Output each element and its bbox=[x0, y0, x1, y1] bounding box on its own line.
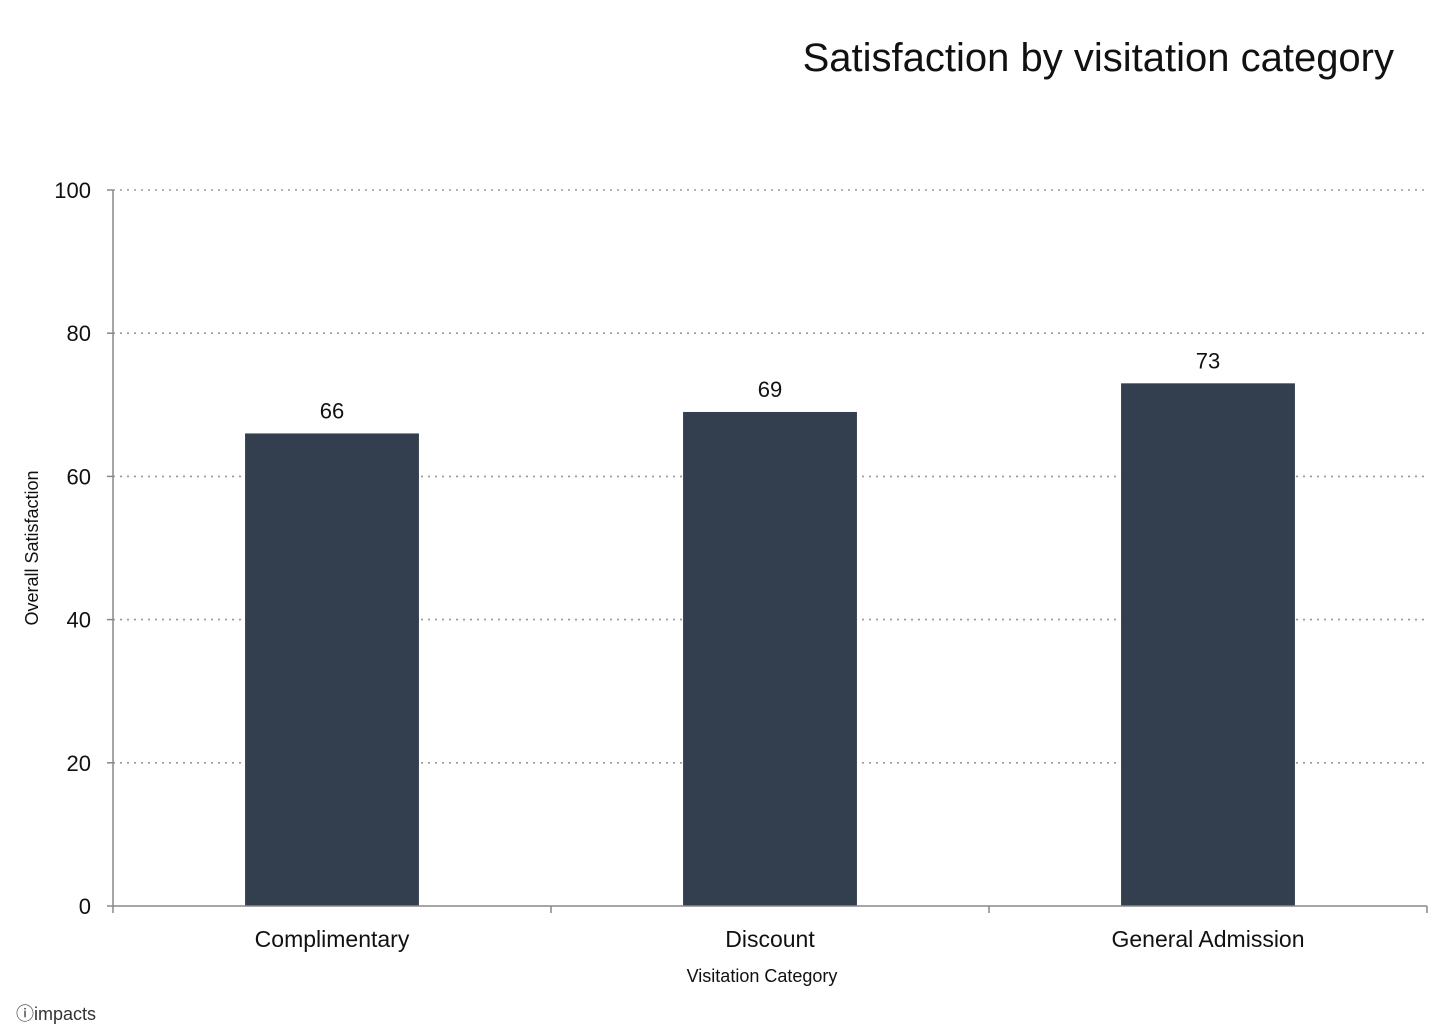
brand-logo: ⓘimpacts bbox=[16, 1000, 96, 1026]
x-tick-label: Discount bbox=[725, 926, 815, 952]
brand-label: impacts bbox=[34, 1004, 97, 1024]
axes bbox=[107, 189, 1428, 913]
data-label: 69 bbox=[758, 377, 782, 402]
bar-chart: 0 20 40 60 80 100 Complimentary Discount General… bbox=[22, 178, 1428, 986]
y-axis-title: Overall Satisfaction bbox=[22, 470, 42, 625]
data-label: 73 bbox=[1196, 348, 1220, 373]
y-tick-label: 40 bbox=[67, 608, 91, 633]
bar bbox=[245, 433, 419, 906]
y-tick-label: 60 bbox=[67, 464, 91, 489]
bar bbox=[683, 411, 857, 906]
tick-labels: 0 20 40 60 80 100 Complimentary Discount General… bbox=[54, 178, 1304, 952]
y-tick-label: 100 bbox=[54, 178, 91, 203]
y-tick-label: 80 bbox=[67, 321, 91, 346]
data-label: 66 bbox=[320, 398, 344, 423]
chart-title: Satisfaction by visitation category bbox=[802, 36, 1394, 80]
x-tick-label: Complimentary bbox=[255, 926, 410, 952]
y-tick-label: 20 bbox=[67, 751, 91, 776]
info-circle-icon: ⓘ bbox=[16, 1004, 34, 1024]
y-tick-label: 0 bbox=[79, 894, 91, 919]
data-labels: 66 69 73 bbox=[320, 348, 1220, 423]
bars bbox=[245, 383, 1295, 906]
x-axis-title: Visitation Category bbox=[687, 966, 838, 986]
bar bbox=[1121, 383, 1295, 906]
x-tick-label: General Admission bbox=[1111, 926, 1304, 952]
